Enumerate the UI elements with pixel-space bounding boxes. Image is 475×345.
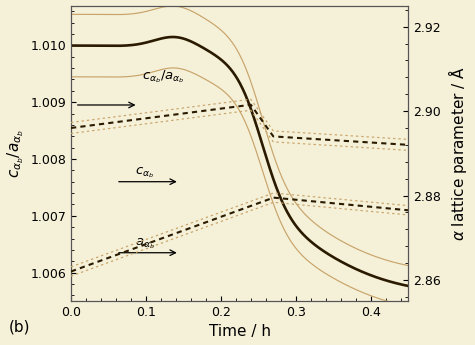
- Text: $c_{\alpha_b}$: $c_{\alpha_b}$: [135, 166, 154, 180]
- Y-axis label: $c_{\alpha_b}/a_{\alpha_b}$: $c_{\alpha_b}/a_{\alpha_b}$: [6, 129, 26, 178]
- Text: $c_{\alpha_b}/a_{\alpha_b}$: $c_{\alpha_b}/a_{\alpha_b}$: [142, 68, 185, 85]
- Text: $a_{\alpha_b}$: $a_{\alpha_b}$: [135, 237, 155, 252]
- Y-axis label: $\alpha$ lattice parameter / Å: $\alpha$ lattice parameter / Å: [446, 66, 469, 241]
- Text: (b): (b): [9, 320, 30, 335]
- X-axis label: Time / h: Time / h: [209, 324, 271, 339]
